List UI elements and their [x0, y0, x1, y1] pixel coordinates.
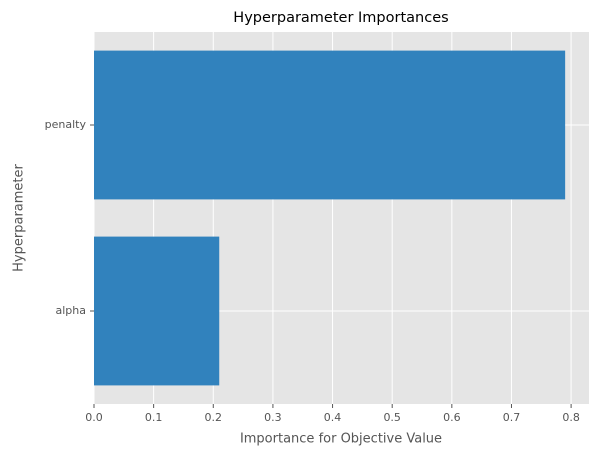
- bar: [94, 50, 566, 200]
- x-tick-label: 0.0: [85, 411, 103, 424]
- x-tick-label: 0.5: [383, 411, 401, 424]
- y-axis-label: Hyperparameter: [12, 164, 27, 272]
- x-tick-label: 0.7: [503, 411, 521, 424]
- x-tick-label: 0.1: [145, 411, 163, 424]
- x-tick-label: 0.3: [264, 411, 282, 424]
- x-tick-label: 0.8: [562, 411, 580, 424]
- y-tick-label: alpha: [56, 304, 87, 317]
- x-axis-label: Importance for Objective Value: [240, 432, 442, 447]
- bar: [94, 236, 220, 386]
- y-tick-label: penalty: [45, 118, 87, 131]
- chart-title: Hyperparameter Importances: [233, 10, 448, 26]
- marks: [94, 50, 566, 386]
- x-tick-label: 0.2: [205, 411, 223, 424]
- x-tick-label: 0.6: [443, 411, 461, 424]
- x-tick-label: 0.4: [324, 411, 342, 424]
